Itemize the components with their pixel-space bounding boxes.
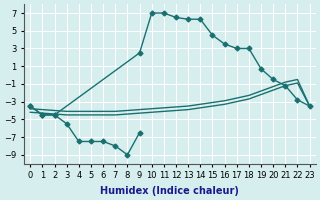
X-axis label: Humidex (Indice chaleur): Humidex (Indice chaleur) [100, 186, 239, 196]
